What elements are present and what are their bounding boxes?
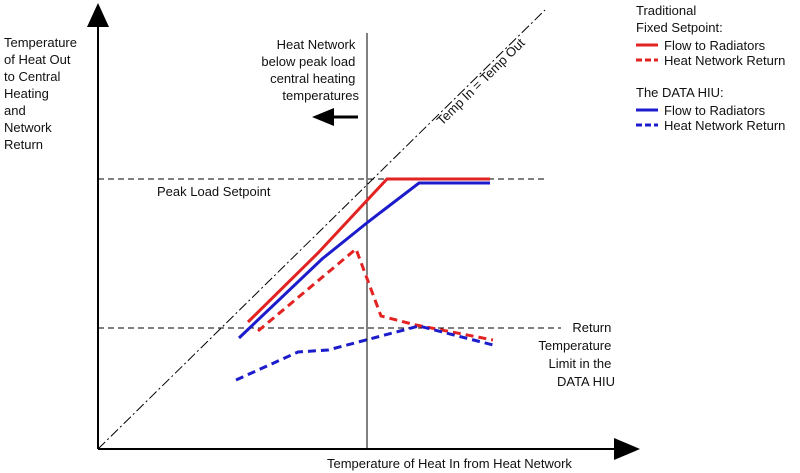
y-axis-label: Temperature of Heat Out to Central Heati… (4, 35, 81, 152)
y-axis-label-line-7: Return (4, 137, 43, 152)
diagonal-reference-line (97, 9, 546, 450)
heat-network-note-line-3: central heating (270, 71, 355, 86)
diagonal-label: Temp In = Temp Out (434, 35, 528, 128)
y-axis-label-line-3: to Central (4, 69, 60, 84)
return-limit-line-4: DATA HIU (557, 374, 615, 389)
heat-network-note-line-1: Heat Network (277, 37, 356, 52)
y-axis-label-line-1: Temperature (4, 35, 77, 50)
return-limit-line-1: Return (572, 320, 611, 335)
legend-data-hiu-return-label: Heat Network Return (664, 118, 785, 133)
heat-network-note-line-4: temperatures (282, 88, 359, 103)
return-limit-line-2: Temperature (538, 338, 611, 353)
peak-load-label: Peak Load Setpoint (157, 184, 271, 199)
y-axis-label-line-4: Heating (4, 86, 49, 101)
left-arrow-icon (312, 108, 358, 126)
y-axis-label-line-6: Network (4, 120, 52, 135)
data-hiu-flow-line (237, 181, 490, 340)
traditional-return-line (257, 246, 494, 342)
legend-data-hiu-title: The DATA HIU: (636, 85, 724, 100)
x-axis-arrow-head-icon (614, 438, 640, 460)
legend-traditional-return-label: Heat Network Return (664, 53, 785, 68)
return-limit-line-3: Limit in the (549, 356, 612, 371)
legend-traditional-flow-label: Flow to Radiators (664, 38, 766, 53)
legend-traditional-title-line-2: Fixed Setpoint: (636, 20, 723, 35)
legend-traditional-title-line-1: Traditional (636, 3, 696, 18)
legend-data-hiu-flow-label: Flow to Radiators (664, 103, 766, 118)
heat-network-note: Heat Network below peak load central hea… (261, 37, 359, 103)
legend-traditional-title: Traditional Fixed Setpoint: (636, 3, 723, 35)
heat-network-note-line-2: below peak load (261, 54, 355, 69)
traditional-flow-line (246, 177, 490, 324)
legend: Traditional Fixed Setpoint: Flow to Radi… (636, 3, 785, 133)
return-limit-label: Return Temperature Limit in the DATA HIU (538, 320, 615, 389)
x-axis-label: Temperature of Heat In from Heat Network (327, 456, 572, 471)
y-axis-label-line-5: and (4, 103, 26, 118)
data-hiu-return-line (235, 324, 494, 382)
y-axis-label-line-2: of Heat Out (4, 52, 71, 67)
y-axis-arrow-head-icon (87, 3, 109, 27)
